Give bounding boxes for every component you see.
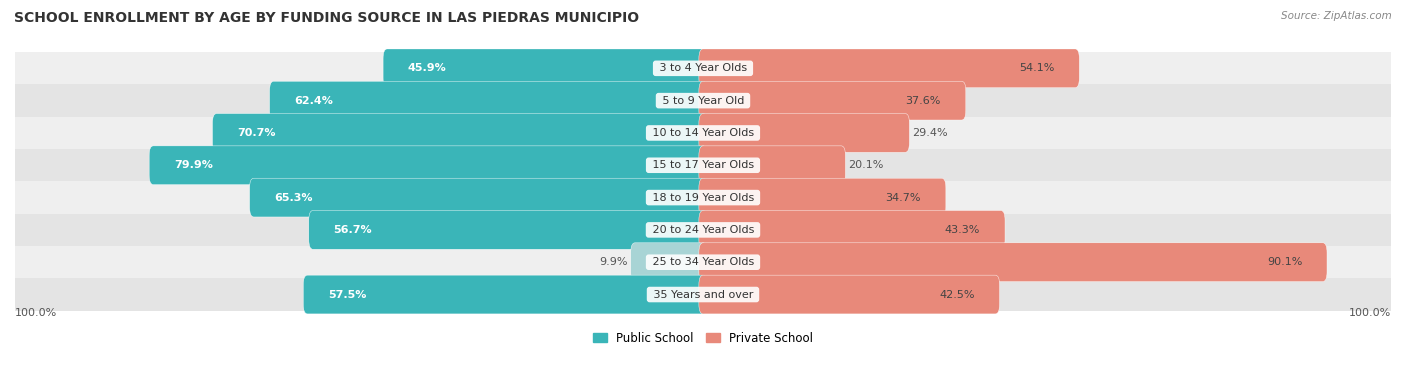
Text: 70.7%: 70.7%: [238, 128, 276, 138]
Text: 20.1%: 20.1%: [848, 160, 883, 170]
FancyBboxPatch shape: [212, 113, 707, 152]
FancyBboxPatch shape: [382, 49, 707, 88]
FancyBboxPatch shape: [15, 278, 1391, 311]
FancyBboxPatch shape: [250, 178, 707, 217]
FancyBboxPatch shape: [15, 246, 1391, 278]
Text: 62.4%: 62.4%: [294, 96, 333, 106]
FancyBboxPatch shape: [15, 214, 1391, 246]
Text: 10 to 14 Year Olds: 10 to 14 Year Olds: [648, 128, 758, 138]
FancyBboxPatch shape: [15, 52, 1391, 84]
FancyBboxPatch shape: [699, 243, 1327, 282]
FancyBboxPatch shape: [15, 149, 1391, 181]
Text: 18 to 19 Year Olds: 18 to 19 Year Olds: [648, 193, 758, 202]
Text: 20 to 24 Year Olds: 20 to 24 Year Olds: [648, 225, 758, 235]
FancyBboxPatch shape: [699, 275, 1000, 314]
Text: 35 Years and over: 35 Years and over: [650, 290, 756, 300]
FancyBboxPatch shape: [631, 243, 707, 282]
FancyBboxPatch shape: [309, 210, 707, 249]
Text: 90.1%: 90.1%: [1267, 257, 1302, 267]
FancyBboxPatch shape: [699, 178, 946, 217]
Text: 56.7%: 56.7%: [333, 225, 373, 235]
FancyBboxPatch shape: [15, 181, 1391, 214]
FancyBboxPatch shape: [15, 84, 1391, 117]
Text: 5 to 9 Year Old: 5 to 9 Year Old: [658, 96, 748, 106]
Text: 25 to 34 Year Olds: 25 to 34 Year Olds: [648, 257, 758, 267]
FancyBboxPatch shape: [149, 146, 707, 185]
FancyBboxPatch shape: [699, 81, 966, 120]
Text: 3 to 4 Year Olds: 3 to 4 Year Olds: [655, 63, 751, 73]
Text: 29.4%: 29.4%: [912, 128, 948, 138]
FancyBboxPatch shape: [304, 275, 707, 314]
FancyBboxPatch shape: [270, 81, 707, 120]
Text: 42.5%: 42.5%: [939, 290, 974, 300]
Text: 100.0%: 100.0%: [1348, 308, 1391, 318]
Text: 79.9%: 79.9%: [174, 160, 212, 170]
FancyBboxPatch shape: [699, 210, 1005, 249]
Text: 15 to 17 Year Olds: 15 to 17 Year Olds: [648, 160, 758, 170]
Text: SCHOOL ENROLLMENT BY AGE BY FUNDING SOURCE IN LAS PIEDRAS MUNICIPIO: SCHOOL ENROLLMENT BY AGE BY FUNDING SOUR…: [14, 11, 640, 25]
FancyBboxPatch shape: [699, 113, 910, 152]
Text: 100.0%: 100.0%: [15, 308, 58, 318]
Text: 65.3%: 65.3%: [274, 193, 314, 202]
Text: 34.7%: 34.7%: [886, 193, 921, 202]
FancyBboxPatch shape: [15, 117, 1391, 149]
Text: 54.1%: 54.1%: [1019, 63, 1054, 73]
Legend: Public School, Private School: Public School, Private School: [586, 326, 820, 350]
Text: Source: ZipAtlas.com: Source: ZipAtlas.com: [1281, 11, 1392, 21]
Text: 9.9%: 9.9%: [599, 257, 628, 267]
FancyBboxPatch shape: [699, 146, 845, 185]
FancyBboxPatch shape: [699, 49, 1080, 88]
Text: 43.3%: 43.3%: [945, 225, 980, 235]
Text: 45.9%: 45.9%: [408, 63, 447, 73]
Text: 37.6%: 37.6%: [905, 96, 941, 106]
Text: 57.5%: 57.5%: [328, 290, 367, 300]
